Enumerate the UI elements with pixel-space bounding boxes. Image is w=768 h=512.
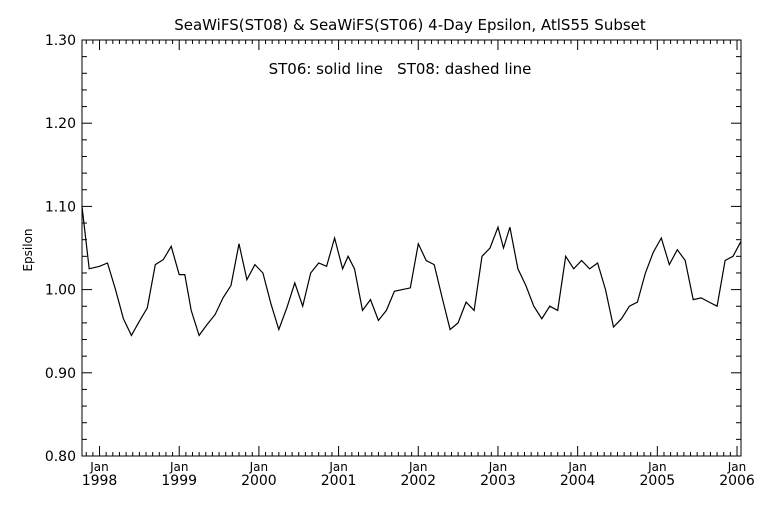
x-tick-year-label: 2000 [241, 473, 277, 489]
x-tick-year-label: 2002 [400, 473, 436, 489]
x-tick-year-label: 2004 [560, 473, 596, 489]
x-tick-year-label: 1998 [82, 473, 118, 489]
y-tick-label: 1.00 [45, 283, 76, 299]
series-lines [81, 206, 742, 337]
x-tick-month-label: Jan [89, 460, 109, 474]
y-tick-label: 1.10 [45, 199, 76, 215]
x-tick-month-label: Jan [567, 460, 587, 474]
x-tick-year-label: 2001 [321, 473, 357, 489]
x-tick-month-label: Jan [169, 460, 189, 474]
x-tick-year-label: 1999 [161, 473, 197, 489]
x-tick-month-label: Jan [408, 460, 428, 474]
x-tick-month-label: Jan [647, 460, 667, 474]
plot-frame [81, 39, 742, 457]
x-tick-month-label: Jan [249, 460, 269, 474]
chart-annotation: ST06: solid line ST08: dashed line [269, 60, 532, 78]
y-axis-label: Epsilon [21, 228, 35, 271]
chart-title: SeaWiFS(ST08) & SeaWiFS(ST06) 4-Day Epsi… [174, 16, 646, 34]
y-tick-label: 0.90 [45, 366, 76, 382]
x-tick-year-label: 2006 [719, 473, 755, 489]
x-tick-year-label: 2003 [480, 473, 516, 489]
y-tick-label: 0.80 [45, 449, 76, 465]
x-tick-month-label: Jan [488, 460, 508, 474]
x-tick-year-label: 2005 [640, 473, 676, 489]
y-tick-label: 1.30 [45, 33, 76, 49]
y-tick-label: 1.20 [45, 116, 76, 132]
x-tick-month-label: Jan [727, 460, 747, 474]
series-line-st06 [81, 206, 742, 337]
axis-ticks: 0.800.901.001.101.201.30Jan1998Jan1999Ja… [45, 33, 755, 489]
x-tick-month-label: Jan [328, 460, 348, 474]
